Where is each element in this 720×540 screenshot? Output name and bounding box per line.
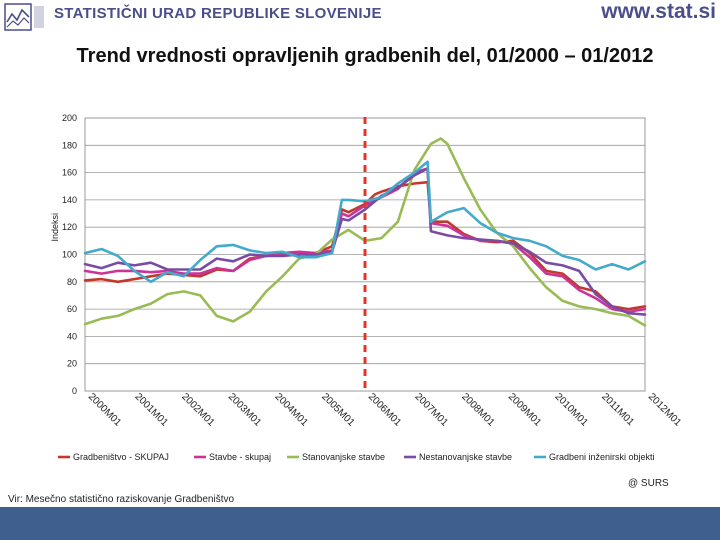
y-tick-label: 120 <box>62 222 77 232</box>
y-tick-label: 40 <box>67 331 77 341</box>
y-tick-label: 60 <box>67 304 77 314</box>
y-tick-label: 180 <box>62 140 77 150</box>
x-tick-label: 2007M01 <box>413 391 451 429</box>
line-chart: 0 20 40 60 80 100 120 140 160 180 200 Indeksi 2000M0… <box>50 113 684 462</box>
source-note: Vir: Mesečno statistično raziskovanje Gr… <box>8 494 235 505</box>
x-tick-label: 2000M01 <box>86 391 124 429</box>
y-tick-label: 200 <box>62 113 77 123</box>
x-tick-label: 2006M01 <box>366 391 404 429</box>
x-tick-label: 2011M01 <box>599 391 636 428</box>
series-line <box>83 137 647 327</box>
legend-label: Nestanovanjske stavbe <box>419 452 512 462</box>
header-bar: STATISTIČNI URAD REPUBLIKE SLOVENIJE www… <box>0 0 720 34</box>
x-tick-label: 2004M01 <box>273 391 311 429</box>
x-tick-label: 2012M01 <box>646 391 684 429</box>
x-tick-label: 2010M01 <box>553 391 591 429</box>
y-tick-label: 80 <box>67 277 77 287</box>
y-tick-label: 20 <box>67 359 77 369</box>
legend-label: Stavbe - skupaj <box>209 452 271 462</box>
legend-label: Gradbeni inženirski objekti <box>549 452 655 462</box>
credit-label: @ SURS <box>628 478 669 489</box>
x-tick-label: 2009M01 <box>506 391 544 429</box>
x-tick-label: 2001M01 <box>133 391 171 429</box>
chart-title: Trend vrednosti opravljenih gradbenih de… <box>76 45 654 67</box>
y-axis-label: Indeksi <box>50 213 60 242</box>
y-tick-label: 160 <box>62 168 77 178</box>
legend-label: Stanovanjske stavbe <box>302 452 385 462</box>
website-link[interactable]: www.stat.si <box>601 0 716 23</box>
y-tick-label: 140 <box>62 195 77 205</box>
organization-name: STATISTIČNI URAD REPUBLIKE SLOVENIJE <box>54 5 382 22</box>
x-tick-label: 2008M01 <box>459 391 497 429</box>
footer-band <box>0 507 720 540</box>
surs-logo-icon <box>4 3 44 31</box>
x-tick-label: 2003M01 <box>226 391 264 429</box>
x-tick-label: 2002M01 <box>179 391 217 429</box>
y-tick-label: 0 <box>72 386 77 396</box>
y-tick-label: 100 <box>62 250 77 260</box>
legend-label: Gradbeništvo - SKUPAJ <box>73 452 169 462</box>
x-tick-label: 2005M01 <box>319 391 357 429</box>
series-line <box>83 167 647 316</box>
